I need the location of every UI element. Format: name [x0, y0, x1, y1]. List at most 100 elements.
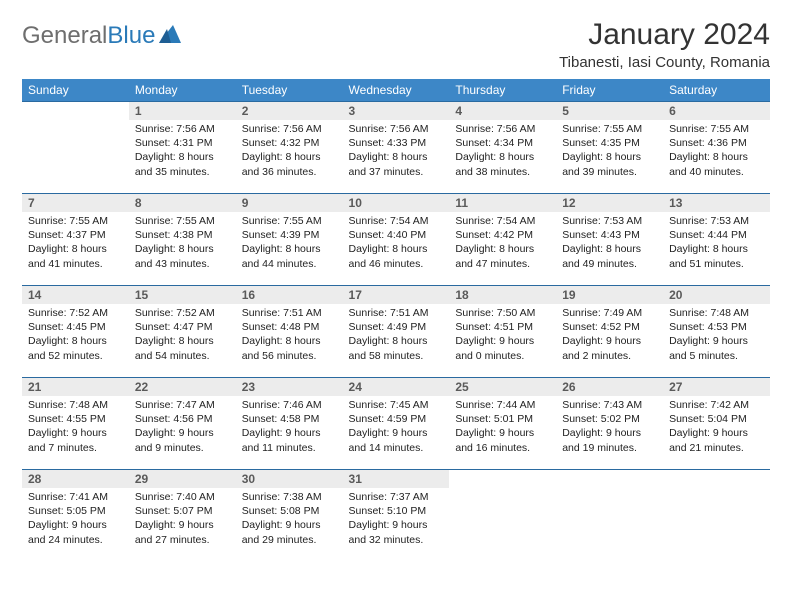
cell-d1: Daylight: 9 hours [669, 334, 764, 348]
cell-sunset: Sunset: 4:40 PM [349, 228, 444, 242]
cell-d2: and 32 minutes. [349, 533, 444, 547]
cell-sunrise: Sunrise: 7:41 AM [28, 490, 123, 504]
day-number: 1 [129, 102, 236, 120]
cell-d1: Daylight: 9 hours [242, 426, 337, 440]
cell-sunrise: Sunrise: 7:54 AM [349, 214, 444, 228]
cell-d1: Daylight: 9 hours [28, 518, 123, 532]
cell-d1: Daylight: 8 hours [28, 334, 123, 348]
cell-d2: and 40 minutes. [669, 165, 764, 179]
cell-body: Sunrise: 7:56 AMSunset: 4:31 PMDaylight:… [129, 120, 236, 183]
calendar-cell: 20Sunrise: 7:48 AMSunset: 4:53 PMDayligh… [663, 286, 770, 378]
cell-sunset: Sunset: 4:51 PM [455, 320, 550, 334]
calendar-cell: 22Sunrise: 7:47 AMSunset: 4:56 PMDayligh… [129, 378, 236, 470]
cell-d2: and 2 minutes. [562, 349, 657, 363]
cell-sunset: Sunset: 4:47 PM [135, 320, 230, 334]
calendar-cell: 6Sunrise: 7:55 AMSunset: 4:36 PMDaylight… [663, 102, 770, 194]
calendar-cell: 16Sunrise: 7:51 AMSunset: 4:48 PMDayligh… [236, 286, 343, 378]
logo-sail-icon [159, 25, 181, 43]
cell-d2: and 27 minutes. [135, 533, 230, 547]
cell-sunset: Sunset: 4:34 PM [455, 136, 550, 150]
day-number: 5 [556, 102, 663, 120]
cell-sunrise: Sunrise: 7:40 AM [135, 490, 230, 504]
cell-d1: Daylight: 8 hours [242, 334, 337, 348]
cell-sunset: Sunset: 5:04 PM [669, 412, 764, 426]
calendar-cell: 27Sunrise: 7:42 AMSunset: 5:04 PMDayligh… [663, 378, 770, 470]
day-number: 18 [449, 286, 556, 304]
day-header: Sunday [22, 79, 129, 102]
cell-sunrise: Sunrise: 7:52 AM [28, 306, 123, 320]
cell-sunset: Sunset: 4:38 PM [135, 228, 230, 242]
day-number: 25 [449, 378, 556, 396]
day-header: Monday [129, 79, 236, 102]
cell-sunrise: Sunrise: 7:51 AM [349, 306, 444, 320]
cell-body: Sunrise: 7:56 AMSunset: 4:32 PMDaylight:… [236, 120, 343, 183]
cell-body: Sunrise: 7:52 AMSunset: 4:47 PMDaylight:… [129, 304, 236, 367]
cell-body: Sunrise: 7:38 AMSunset: 5:08 PMDaylight:… [236, 488, 343, 551]
cell-body: Sunrise: 7:55 AMSunset: 4:35 PMDaylight:… [556, 120, 663, 183]
cell-d1: Daylight: 9 hours [349, 518, 444, 532]
cell-sunrise: Sunrise: 7:50 AM [455, 306, 550, 320]
calendar-cell: 26Sunrise: 7:43 AMSunset: 5:02 PMDayligh… [556, 378, 663, 470]
cell-sunset: Sunset: 4:53 PM [669, 320, 764, 334]
day-number: 7 [22, 194, 129, 212]
calendar-cell: 14Sunrise: 7:52 AMSunset: 4:45 PMDayligh… [22, 286, 129, 378]
cell-sunset: Sunset: 4:52 PM [562, 320, 657, 334]
cell-body: Sunrise: 7:56 AMSunset: 4:33 PMDaylight:… [343, 120, 450, 183]
calendar-cell: 25Sunrise: 7:44 AMSunset: 5:01 PMDayligh… [449, 378, 556, 470]
cell-body: Sunrise: 7:53 AMSunset: 4:43 PMDaylight:… [556, 212, 663, 275]
day-number: 28 [22, 470, 129, 488]
cell-body: Sunrise: 7:47 AMSunset: 4:56 PMDaylight:… [129, 396, 236, 459]
cell-sunset: Sunset: 4:58 PM [242, 412, 337, 426]
cell-d1: Daylight: 9 hours [455, 426, 550, 440]
cell-sunrise: Sunrise: 7:55 AM [28, 214, 123, 228]
cell-sunset: Sunset: 5:01 PM [455, 412, 550, 426]
cell-body: Sunrise: 7:55 AMSunset: 4:39 PMDaylight:… [236, 212, 343, 275]
day-header-row: Sunday Monday Tuesday Wednesday Thursday… [22, 79, 770, 102]
calendar-page: GeneralBlue January 2024 Tibanesti, Iasi… [0, 0, 792, 580]
calendar-cell [449, 470, 556, 562]
calendar-cell: 17Sunrise: 7:51 AMSunset: 4:49 PMDayligh… [343, 286, 450, 378]
day-number: 2 [236, 102, 343, 120]
calendar-cell: 8Sunrise: 7:55 AMSunset: 4:38 PMDaylight… [129, 194, 236, 286]
day-header: Wednesday [343, 79, 450, 102]
cell-d1: Daylight: 8 hours [562, 150, 657, 164]
cell-d2: and 16 minutes. [455, 441, 550, 455]
cell-d1: Daylight: 8 hours [28, 242, 123, 256]
cell-d1: Daylight: 8 hours [349, 242, 444, 256]
cell-sunset: Sunset: 4:31 PM [135, 136, 230, 150]
day-header: Saturday [663, 79, 770, 102]
cell-d1: Daylight: 9 hours [562, 426, 657, 440]
cell-d2: and 24 minutes. [28, 533, 123, 547]
cell-d2: and 54 minutes. [135, 349, 230, 363]
cell-d2: and 41 minutes. [28, 257, 123, 271]
day-number: 22 [129, 378, 236, 396]
cell-sunrise: Sunrise: 7:55 AM [562, 122, 657, 136]
cell-d2: and 39 minutes. [562, 165, 657, 179]
calendar-row: 14Sunrise: 7:52 AMSunset: 4:45 PMDayligh… [22, 286, 770, 378]
cell-sunset: Sunset: 4:37 PM [28, 228, 123, 242]
cell-sunrise: Sunrise: 7:48 AM [28, 398, 123, 412]
cell-body: Sunrise: 7:45 AMSunset: 4:59 PMDaylight:… [343, 396, 450, 459]
day-number: 20 [663, 286, 770, 304]
cell-d1: Daylight: 8 hours [242, 150, 337, 164]
cell-d2: and 56 minutes. [242, 349, 337, 363]
cell-body: Sunrise: 7:50 AMSunset: 4:51 PMDaylight:… [449, 304, 556, 367]
cell-sunset: Sunset: 4:45 PM [28, 320, 123, 334]
logo-text-2: Blue [107, 22, 155, 50]
day-number: 30 [236, 470, 343, 488]
cell-d2: and 38 minutes. [455, 165, 550, 179]
cell-d2: and 11 minutes. [242, 441, 337, 455]
cell-sunset: Sunset: 4:33 PM [349, 136, 444, 150]
cell-sunset: Sunset: 4:44 PM [669, 228, 764, 242]
cell-d1: Daylight: 8 hours [455, 150, 550, 164]
page-header: GeneralBlue January 2024 Tibanesti, Iasi… [22, 18, 770, 71]
cell-d2: and 43 minutes. [135, 257, 230, 271]
cell-d1: Daylight: 8 hours [669, 242, 764, 256]
cell-body: Sunrise: 7:43 AMSunset: 5:02 PMDaylight:… [556, 396, 663, 459]
calendar-cell: 23Sunrise: 7:46 AMSunset: 4:58 PMDayligh… [236, 378, 343, 470]
cell-d2: and 36 minutes. [242, 165, 337, 179]
cell-body: Sunrise: 7:46 AMSunset: 4:58 PMDaylight:… [236, 396, 343, 459]
cell-sunrise: Sunrise: 7:52 AM [135, 306, 230, 320]
cell-d1: Daylight: 8 hours [455, 242, 550, 256]
cell-d2: and 7 minutes. [28, 441, 123, 455]
